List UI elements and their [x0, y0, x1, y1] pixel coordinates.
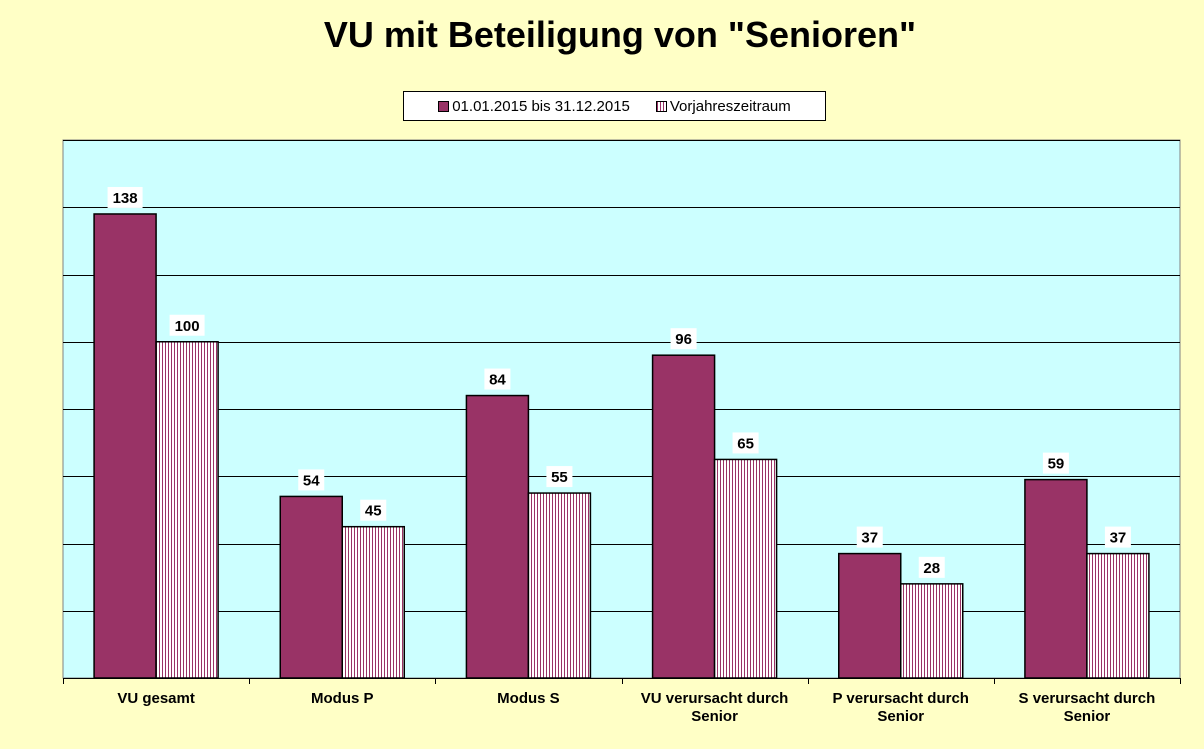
data-label: 28: [923, 560, 940, 577]
data-label-background: [546, 466, 573, 488]
bar-previous: [1086, 552, 1150, 679]
bar-current: [465, 394, 530, 679]
x-tick-label: Senior: [877, 708, 924, 725]
plot-area: 138 100 VU gesamt 54 45 Modus P 84 55 Modus S 96 6…: [62, 139, 1181, 725]
x-tick-label: Senior: [691, 708, 738, 725]
legend-swatch-previous: [655, 100, 667, 112]
data-label: 37: [1110, 530, 1127, 547]
data-label: 138: [113, 190, 138, 207]
bar-current: [838, 552, 902, 679]
x-tick-label: Senior: [1064, 708, 1111, 725]
legend-entry-previous: Vorjahreszeitraum: [655, 97, 791, 115]
bar-current: [1024, 478, 1088, 679]
bar-current: [93, 213, 157, 679]
x-tick-label: S verursacht durch: [1019, 690, 1156, 707]
data-label: 59: [1048, 456, 1065, 473]
data-label-background: [856, 526, 883, 548]
x-tick-label: P verursacht durch: [833, 690, 969, 707]
bar-previous: [713, 458, 778, 679]
data-label-background: [918, 556, 945, 578]
data-label-background: [169, 314, 205, 336]
x-tick-label: Modus P: [311, 690, 374, 707]
legend: 01.01.2015 bis 31.12.2015 Vorjahreszeitr…: [403, 91, 826, 121]
x-tick-label: VU gesamt: [117, 690, 195, 707]
legend-entry-current: 01.01.2015 bis 31.12.2015: [438, 98, 630, 115]
data-label: 84: [489, 372, 506, 389]
data-label: 37: [861, 530, 878, 547]
data-label: 45: [365, 503, 382, 520]
bar-previous: [155, 341, 219, 679]
x-tick-label: VU verursacht durch: [641, 690, 789, 707]
data-label: 55: [551, 469, 568, 486]
data-label-background: [1042, 452, 1069, 474]
bar-current: [279, 495, 343, 679]
legend-label-current: 01.01.2015 bis 31.12.2015: [452, 97, 630, 115]
data-label: 65: [737, 435, 754, 452]
data-label-background: [484, 368, 511, 390]
chart-title: VU mit Beteiligung von "Senioren": [323, 14, 917, 55]
data-label-background: [670, 328, 697, 350]
data-label-background: [1104, 526, 1131, 548]
bar-previous: [527, 492, 592, 679]
data-label-background: [298, 469, 325, 491]
data-label: 54: [303, 472, 320, 489]
data-label-background: [107, 186, 143, 208]
legend-swatch-current: [438, 100, 450, 112]
bar-previous: [341, 525, 405, 679]
data-label: 100: [175, 318, 200, 335]
data-label-background: [732, 432, 759, 454]
legend-label-previous: Vorjahreszeitraum: [669, 97, 791, 115]
bar-previous: [900, 583, 964, 679]
data-label-background: [360, 499, 387, 521]
x-tick-label: Modus S: [497, 690, 560, 707]
data-label: 96: [675, 331, 692, 348]
bar-current: [651, 354, 716, 679]
